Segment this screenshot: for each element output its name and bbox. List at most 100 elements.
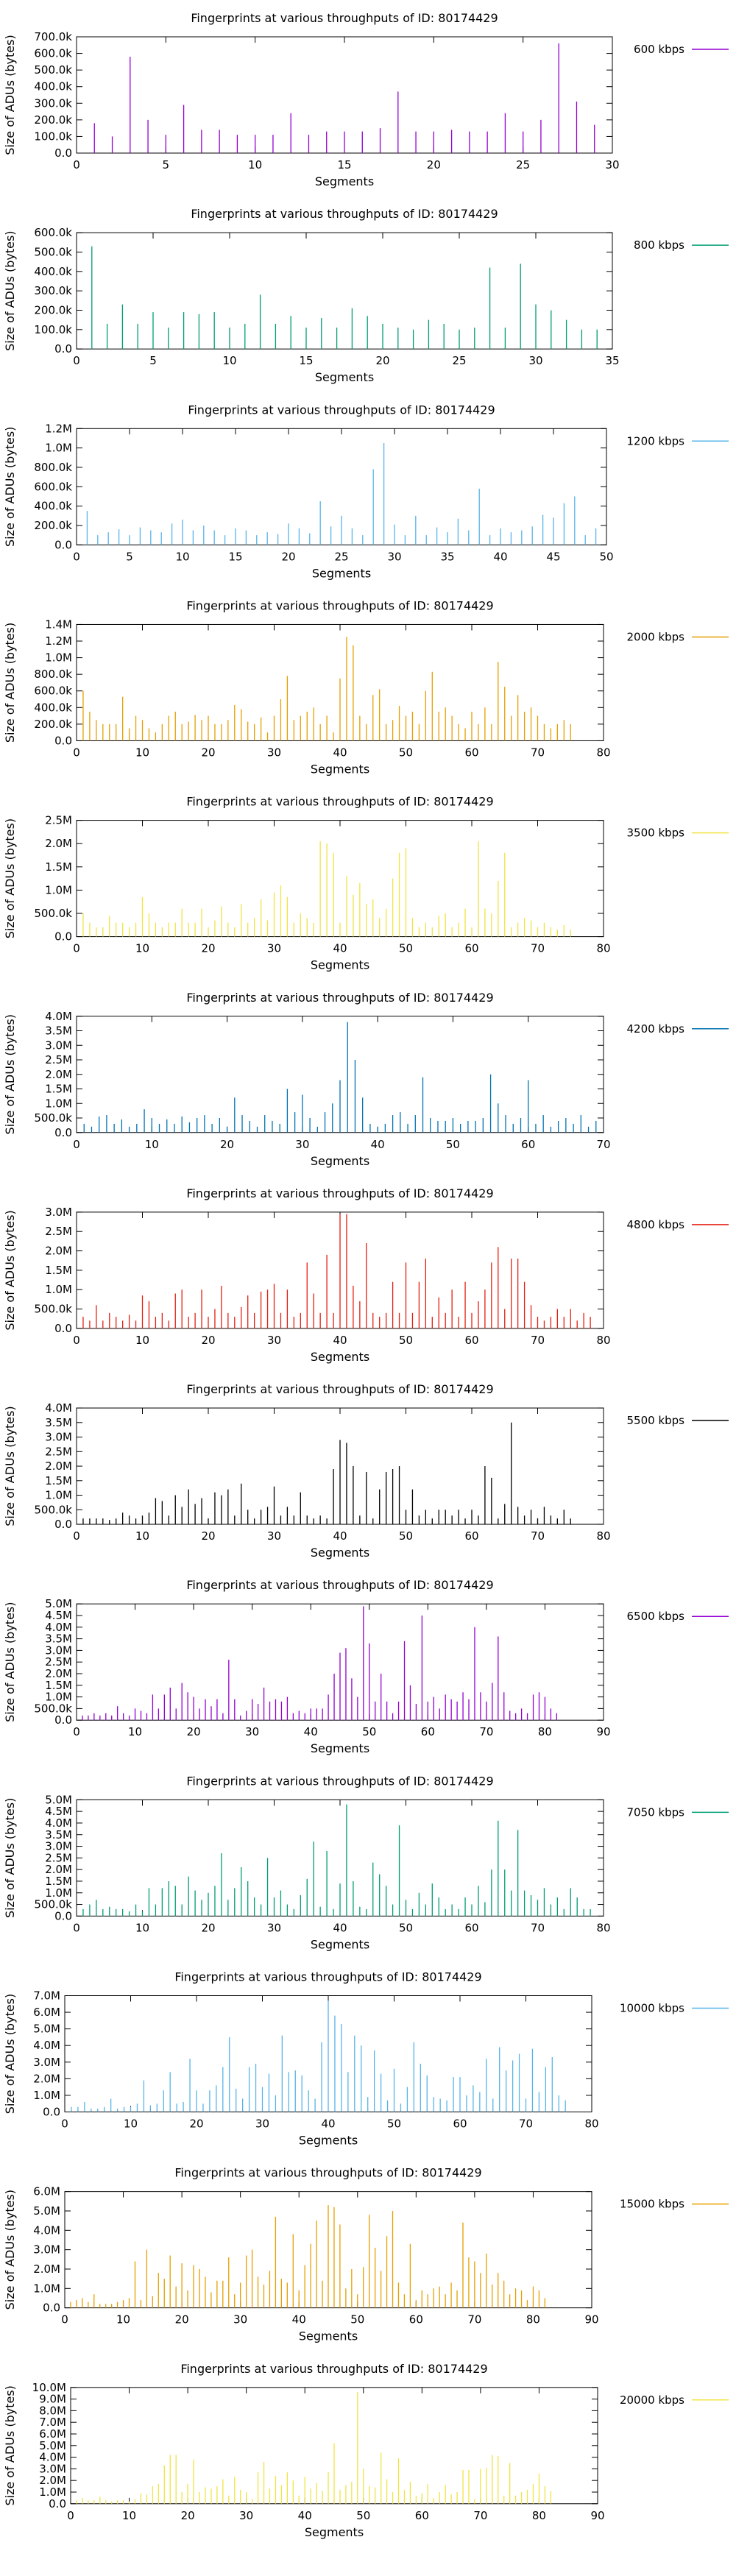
x-tick-label: 60 [415,2509,429,2522]
x-tick-label: 5 [126,550,133,563]
y-tick-label: 400.0k [34,80,72,93]
x-tick-label: 20 [201,1529,215,1543]
x-tick-label: 35 [605,354,619,367]
x-tick-label: 20 [281,550,295,563]
x-tick-label: 50 [362,1725,376,1738]
x-tick-label: 0 [73,746,80,759]
y-tick-label: 1.0M [45,1489,72,1502]
y-tick-label: 0.0 [54,930,72,944]
y-tick-label: 200.0k [34,303,72,316]
x-tick-label: 20 [181,2509,195,2522]
y-tick-label: 2.5M [45,1053,72,1066]
x-tick-label: 50 [399,1921,413,1934]
y-axis-label: Size of ADUs (bytes) [3,1406,17,1526]
x-tick-label: 0 [67,2509,74,2522]
y-tick-label: 500.0k [34,1702,72,1715]
y-tick-label: 3.5M [45,1416,72,1429]
chart-panel: Fingerprints at various throughputs of I… [3,1970,729,2148]
y-tick-label: 1.0M [39,2485,66,2499]
y-tick-label: 5.0M [45,1597,72,1610]
x-tick-label: 80 [596,1529,610,1543]
chart-title: Fingerprints at various throughputs of I… [186,1382,493,1396]
x-tick-label: 80 [526,2313,540,2326]
x-tick-label: 90 [584,2313,598,2326]
y-tick-label: 7.0M [39,2416,66,2429]
x-tick-label: 0 [73,550,80,563]
y-tick-label: 0.0 [54,734,72,747]
y-tick-label: 3.0M [45,1038,72,1052]
chart-title: Fingerprints at various throughputs of I… [180,2362,487,2376]
x-tick-label: 70 [531,746,545,759]
y-tick-label: 1.2M [45,634,72,648]
y-tick-label: 3.5M [45,1025,72,1038]
x-tick-label: 60 [409,2313,423,2326]
x-tick-label: 10 [222,354,236,367]
chart-panel: Fingerprints at various throughputs of I… [3,598,729,776]
x-axis-label: Segments [299,2134,358,2148]
chart-panel: Fingerprints at various throughputs of I… [3,795,729,972]
x-tick-label: 40 [333,1921,347,1934]
x-tick-label: 20 [187,1725,201,1738]
x-tick-label: 90 [596,1725,610,1738]
x-tick-label: 50 [350,2313,364,2326]
x-tick-label: 30 [295,1138,309,1151]
y-tick-label: 2.0M [45,1245,72,1258]
x-tick-label: 80 [596,942,610,955]
x-tick-label: 25 [516,158,530,171]
y-tick-label: 800.0k [34,461,72,474]
y-axis-label: Size of ADUs (bytes) [3,230,17,350]
x-tick-label: 50 [387,2117,401,2131]
x-axis-label: Segments [311,1154,369,1168]
y-tick-label: 600.0k [34,47,72,60]
x-tick-label: 70 [473,2509,487,2522]
x-tick-label: 60 [464,1921,478,1934]
x-tick-label: 60 [464,746,478,759]
x-tick-label: 50 [399,1529,413,1543]
chart-panel: Fingerprints at various throughputs of I… [3,403,729,580]
y-axis-label: Size of ADUs (bytes) [3,623,17,743]
y-tick-label: 1.0M [45,442,72,455]
x-tick-label: 5 [149,354,157,367]
x-tick-label: 35 [440,550,454,563]
y-tick-label: 1.0M [45,883,72,896]
x-tick-label: 0 [73,1921,80,1934]
x-tick-label: 50 [446,1138,460,1151]
y-tick-label: 0.0 [54,1909,72,1922]
x-tick-label: 80 [538,1725,552,1738]
x-axis-label: Segments [311,1741,369,1755]
x-tick-label: 40 [298,2509,312,2522]
y-axis-label: Size of ADUs (bytes) [3,818,17,938]
x-tick-label: 80 [532,2509,546,2522]
y-tick-label: 1.0M [33,2282,60,2295]
legend-label: 7050 kbps [627,1805,685,1819]
y-tick-label: 5.0M [39,2439,66,2452]
y-tick-label: 2.5M [45,1655,72,1669]
y-tick-label: 2.0M [45,1863,72,1876]
x-tick-label: 0 [73,1529,80,1543]
y-tick-label: 5.0M [33,2204,60,2218]
y-tick-label: 1.5M [45,1083,72,1096]
y-tick-label: 500.0k [34,1898,72,1911]
x-tick-label: 20 [175,2313,189,2326]
y-tick-label: 2.5M [45,1225,72,1238]
y-tick-label: 1.0M [45,1886,72,1900]
x-tick-label: 15 [228,550,242,563]
x-tick-label: 20 [201,1334,215,1347]
x-tick-label: 0 [61,2117,68,2131]
chart-title: Fingerprints at various throughputs of I… [186,598,493,612]
x-tick-label: 10 [124,2117,138,2131]
y-tick-label: 7.0M [33,1989,60,2003]
x-tick-label: 80 [596,1334,610,1347]
y-axis-label: Size of ADUs (bytes) [3,1210,17,1330]
x-tick-label: 0 [73,354,80,367]
x-axis-label: Segments [311,958,369,972]
x-tick-label: 10 [135,942,149,955]
x-tick-label: 40 [333,1529,347,1543]
chart-title: Fingerprints at various throughputs of I… [174,2166,481,2180]
y-tick-label: 0.0 [54,538,72,551]
x-tick-label: 0 [73,1334,80,1347]
y-tick-label: 2.0M [45,1667,72,1680]
x-tick-label: 60 [464,1529,478,1543]
y-tick-label: 1.2M [45,422,72,435]
x-tick-label: 0 [61,2313,68,2326]
